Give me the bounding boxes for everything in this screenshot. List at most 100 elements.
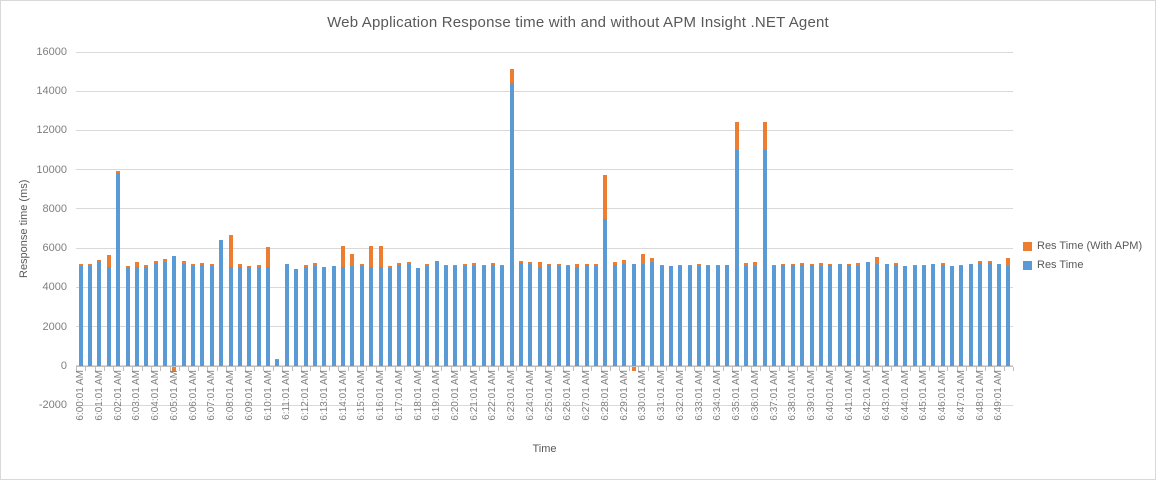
bar-with-apm [78, 263, 83, 266]
bar-res-time [266, 266, 271, 366]
bar-res-time [893, 264, 898, 366]
x-tick-label: 6:18:01 AM [412, 369, 424, 421]
bar-res-time [350, 265, 355, 366]
x-axis-tick [947, 366, 949, 371]
bar-with-apm [425, 264, 430, 266]
bar-with-apm [603, 175, 608, 220]
y-tick-label: 6000 [42, 242, 67, 255]
x-axis-tick [113, 366, 115, 371]
bar-with-apm [640, 253, 645, 265]
bar-with-apm [369, 246, 374, 267]
x-axis-tick [272, 366, 274, 371]
x-axis-tick [197, 366, 199, 371]
bar-res-time [640, 264, 645, 366]
x-axis-tick [853, 366, 855, 371]
bar-with-apm [978, 261, 983, 263]
bar-res-time [397, 264, 402, 366]
bar-res-time [556, 265, 561, 366]
bar-res-time [256, 266, 261, 366]
bar-with-apm [528, 261, 533, 264]
bar-with-apm [650, 257, 655, 263]
bar-with-apm [556, 264, 561, 266]
x-axis-tick [385, 366, 387, 371]
bar-res-time [369, 266, 374, 366]
bar-with-apm [809, 263, 814, 266]
x-tick-label: 6:45:01 AM [918, 369, 930, 421]
x-axis-tick [628, 366, 630, 371]
x-axis-tick [984, 366, 986, 371]
x-axis-tick [994, 366, 996, 371]
bar-with-apm [200, 262, 205, 265]
bar-with-apm [106, 254, 111, 267]
bar-res-time [163, 261, 167, 366]
bar-with-apm [753, 262, 758, 267]
bar-with-apm [481, 264, 486, 266]
chart-title: Web Application Response time with and w… [327, 14, 829, 31]
bar-with-apm [921, 264, 926, 266]
x-axis-tick [188, 366, 190, 371]
bar-with-apm [378, 246, 383, 267]
x-axis-tick [563, 366, 565, 371]
bar-res-time [228, 266, 233, 366]
bar-res-time [528, 263, 533, 366]
x-axis-title: Time [532, 443, 557, 455]
bar-res-time [200, 264, 205, 366]
x-axis-tick [104, 366, 106, 371]
y-tick-label: 10000 [36, 163, 67, 176]
bar-with-apm [397, 263, 402, 265]
x-tick-label: 6:31:01 AM [656, 369, 668, 421]
x-axis-tick [741, 366, 743, 371]
x-axis-tick [891, 366, 893, 371]
x-axis-tick [469, 366, 471, 371]
x-axis-tick [966, 366, 968, 371]
y-tick-label: 8000 [42, 202, 67, 215]
x-tick-label: 6:20:01 AM [449, 369, 461, 421]
bar-with-apm [453, 264, 458, 266]
bar-res-time [247, 266, 252, 366]
x-axis-tick [919, 366, 921, 371]
x-axis-tick [694, 366, 696, 371]
bar-with-apm [631, 366, 636, 371]
bar-with-apm [163, 259, 167, 262]
x-axis-tick [169, 366, 171, 371]
bar-res-time [668, 266, 673, 366]
bar-with-apm [622, 260, 627, 265]
x-tick-label: 6:25:01 AM [543, 369, 555, 421]
bar-res-time [612, 265, 617, 366]
gridline [76, 286, 1013, 288]
bar-with-apm [312, 262, 317, 266]
x-axis-tick [788, 366, 790, 371]
bar-res-time [322, 266, 327, 366]
bar-res-time [584, 264, 589, 366]
bar-res-time [753, 266, 758, 366]
x-axis-tick [319, 366, 321, 371]
bar-res-time [519, 262, 524, 366]
x-axis-tick [179, 366, 181, 371]
bar-with-apm [144, 264, 149, 267]
bar-res-time [828, 265, 833, 366]
x-tick-label: 6:32:01 AM [674, 369, 686, 421]
x-tick-label: 6:40:01 AM [824, 369, 836, 421]
x-axis-tick [150, 366, 152, 371]
y-tick-label: -2000 [38, 399, 67, 411]
bar-with-apm [537, 261, 542, 267]
bar-res-time [509, 82, 514, 366]
bar-res-time [968, 263, 973, 366]
bar-with-apm [462, 264, 467, 266]
gridline [76, 208, 1013, 210]
x-axis-tick [263, 366, 265, 371]
bar-with-apm [256, 264, 261, 267]
bar-res-time [781, 265, 786, 366]
bar-res-time [191, 265, 196, 366]
bar-res-time [387, 267, 392, 366]
bar-res-time [97, 260, 102, 366]
x-tick-label: 6:14:01 AM [337, 369, 349, 421]
bar-with-apm [1006, 257, 1011, 266]
bar-with-apm [247, 265, 252, 267]
bar-with-apm [772, 264, 777, 266]
bar-res-time [809, 265, 814, 366]
bar-res-time [697, 266, 702, 366]
x-axis-tick [535, 366, 537, 371]
bar-res-time [416, 267, 420, 366]
x-axis-tick [460, 366, 462, 371]
